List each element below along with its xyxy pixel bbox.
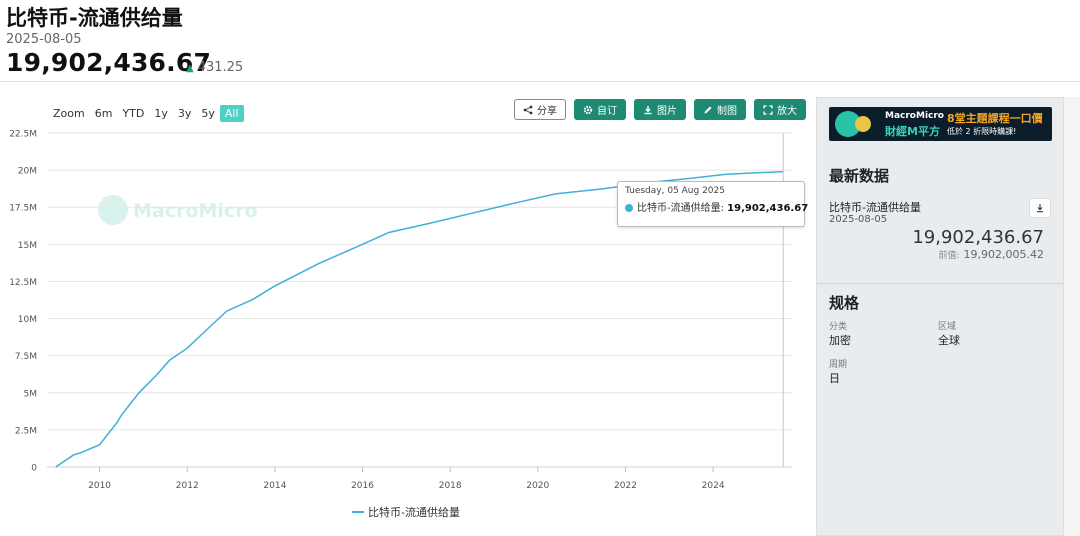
range-5y[interactable]: 5y (201, 107, 215, 120)
spec-category-label: 分类 (829, 322, 848, 332)
y-tick-label: 2.5M (15, 426, 37, 436)
draw-label: 制图 (717, 106, 737, 117)
download-icon (1037, 204, 1043, 213)
y-tick-label: 12.5M (9, 278, 37, 288)
range-ytd[interactable]: YTD (122, 107, 145, 120)
previous-label: 前值: (938, 251, 960, 261)
spec-category-value: 加密 (829, 334, 851, 347)
y-tick-label: 22.5M (9, 130, 37, 140)
latest-data-title: 最新数据 (829, 167, 890, 185)
pencil-icon (704, 106, 712, 113)
series-dot-icon (625, 204, 633, 212)
share-label: 分享 (537, 106, 557, 117)
spec-title: 规格 (829, 294, 860, 312)
fullscreen-button[interactable]: 放大 (754, 99, 806, 120)
promo-banner[interactable]: MacroMicro 財經M平方 8堂主題課程一口價 低於 2 折限時購課! (829, 107, 1052, 141)
promo-coin-icon (855, 116, 871, 132)
header-value: 19,902,436.67 (6, 48, 212, 77)
gear-icon (583, 105, 593, 114)
promo-brand: MacroMicro (885, 111, 944, 121)
x-tick-label: 2012 (176, 481, 199, 491)
latest-series-name: 比特币-流通供给量 (829, 201, 921, 214)
legend-label: 比特币-流通供给量 (368, 506, 460, 519)
range-selector: Zoom 6m YTD 1y 3y 5y All (48, 105, 244, 122)
y-tick-label: 10M (18, 315, 37, 325)
chart-legend[interactable]: 比特币-流通供给量 (352, 504, 460, 520)
x-tick-label: 2020 (526, 481, 549, 491)
watermark-logo-icon (98, 195, 128, 225)
image-download-button[interactable]: 图片 (634, 99, 686, 120)
chart-panel: MacroMicro 0 2.5M 5M 7.5M 10M 12.5M 15M 17.5M 20M… (0, 83, 814, 536)
chart-toolbar: 分享 自订 图片 制图 放大 (514, 99, 806, 120)
latest-series-date: 2025-08-05 (829, 214, 888, 225)
y-tick-label: 20M (18, 167, 37, 177)
up-triangle-icon: ▲ (186, 63, 194, 74)
tooltip-row: 比特币-流通供给量: 19,902,436.67 (625, 199, 808, 214)
x-tick-label: 2010 (88, 481, 111, 491)
draw-button[interactable]: 制图 (694, 99, 746, 120)
tooltip-date: Tuesday, 05 Aug 2025 (625, 186, 725, 196)
sidebar-divider (817, 283, 1063, 284)
promo-brand-cn: 財經M平方 (885, 125, 940, 138)
y-tick-label: 5M (24, 389, 38, 399)
fullscreen-label: 放大 (777, 106, 797, 117)
y-tick-label: 7.5M (15, 352, 37, 362)
page-title: 比特币-流通供给量 (6, 6, 183, 30)
page-header: 比特币-流通供给量 2025-08-05 19,902,436.67 ▲ 431.… (0, 0, 1080, 82)
page-scrollbar[interactable] (1064, 97, 1080, 536)
promo-title: 8堂主題課程一口價 (947, 112, 1043, 125)
change-value: 431.25 (197, 60, 244, 75)
y-tick-label: 17.5M (9, 204, 37, 214)
x-tick-label: 2022 (614, 481, 637, 491)
spec-period-value: 日 (829, 372, 840, 385)
chart-svg: MacroMicro 0 2.5M 5M 7.5M 10M 12.5M 15M 17.5M 20M… (9, 130, 792, 491)
header-change: ▲ 431.25 (186, 60, 243, 75)
download-icon (644, 105, 652, 114)
promo-subtitle: 低於 2 折限時購課! (947, 127, 1017, 136)
range-all[interactable]: All (219, 105, 244, 122)
spec-region-value: 全球 (938, 334, 960, 347)
x-tick-label: 2014 (263, 481, 286, 491)
tooltip-value: 19,902,436.67 (727, 203, 809, 214)
legend-line-icon (352, 511, 364, 513)
x-tick-label: 2018 (439, 481, 462, 491)
range-6m[interactable]: 6m (94, 107, 113, 120)
watermark: MacroMicro (98, 195, 258, 225)
share-button[interactable]: 分享 (514, 99, 566, 120)
range-3y[interactable]: 3y (177, 107, 192, 120)
range-1y[interactable]: 1y (154, 107, 168, 120)
download-data-button[interactable] (1029, 198, 1051, 218)
y-tick-label: 15M (18, 241, 37, 251)
share-icon (523, 105, 533, 114)
image-label: 图片 (657, 106, 677, 117)
spec-period-label: 周期 (829, 360, 848, 370)
latest-value: 19,902,436.67 (912, 227, 1044, 248)
chart-tooltip: Tuesday, 05 Aug 2025 比特币-流通供给量: 19,902,4… (617, 181, 808, 227)
zoom-label: Zoom (53, 107, 85, 120)
watermark-text: MacroMicro (133, 200, 258, 222)
header-date: 2025-08-05 (6, 32, 82, 47)
subscribe-label: 自订 (597, 106, 617, 117)
expand-icon (763, 104, 773, 115)
sidebar: MacroMicro 財經M平方 8堂主題課程一口價 低於 2 折限時購課! 最… (816, 97, 1064, 536)
y-tick-label: 0 (31, 464, 37, 474)
subscribe-button[interactable]: 自订 (574, 99, 626, 120)
x-tick-label: 2016 (351, 481, 374, 491)
previous-number: 19,902,005.42 (963, 248, 1044, 261)
x-tick-label: 2024 (702, 481, 725, 491)
tooltip-series: 比特币-流通供给量: (637, 203, 724, 214)
previous-value: 前值: 19,902,005.42 (938, 248, 1044, 261)
spec-region-label: 区域 (938, 322, 957, 332)
